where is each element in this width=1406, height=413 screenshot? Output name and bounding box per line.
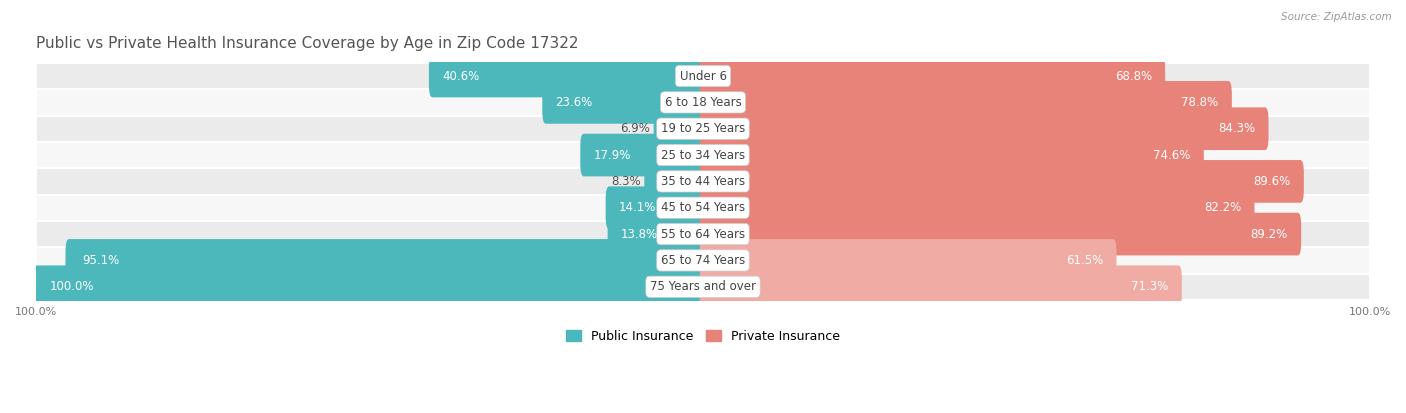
FancyBboxPatch shape — [700, 213, 1301, 255]
FancyBboxPatch shape — [700, 266, 1182, 308]
Text: 25 to 34 Years: 25 to 34 Years — [661, 149, 745, 161]
FancyBboxPatch shape — [700, 107, 1268, 150]
FancyBboxPatch shape — [543, 81, 706, 124]
Text: 55 to 64 Years: 55 to 64 Years — [661, 228, 745, 241]
Text: 40.6%: 40.6% — [443, 69, 479, 83]
Legend: Public Insurance, Private Insurance: Public Insurance, Private Insurance — [561, 325, 845, 348]
Text: 6.9%: 6.9% — [620, 122, 651, 135]
FancyBboxPatch shape — [606, 186, 706, 229]
FancyBboxPatch shape — [37, 116, 1369, 142]
Text: 82.2%: 82.2% — [1204, 201, 1241, 214]
FancyBboxPatch shape — [700, 160, 1303, 203]
Text: 17.9%: 17.9% — [593, 149, 631, 161]
FancyBboxPatch shape — [37, 168, 1369, 195]
Text: 65 to 74 Years: 65 to 74 Years — [661, 254, 745, 267]
FancyBboxPatch shape — [37, 142, 1369, 168]
FancyBboxPatch shape — [607, 213, 706, 255]
FancyBboxPatch shape — [37, 89, 1369, 116]
Text: 19 to 25 Years: 19 to 25 Years — [661, 122, 745, 135]
Text: 100.0%: 100.0% — [49, 280, 94, 293]
Text: 8.3%: 8.3% — [612, 175, 641, 188]
Text: 13.8%: 13.8% — [621, 228, 658, 241]
Text: 78.8%: 78.8% — [1181, 96, 1219, 109]
FancyBboxPatch shape — [700, 81, 1232, 124]
FancyBboxPatch shape — [37, 273, 1369, 300]
FancyBboxPatch shape — [700, 239, 1116, 282]
Text: 95.1%: 95.1% — [82, 254, 120, 267]
FancyBboxPatch shape — [700, 134, 1204, 176]
Text: 6 to 18 Years: 6 to 18 Years — [665, 96, 741, 109]
Text: 61.5%: 61.5% — [1066, 254, 1104, 267]
FancyBboxPatch shape — [37, 195, 1369, 221]
FancyBboxPatch shape — [37, 63, 1369, 89]
FancyBboxPatch shape — [32, 266, 706, 308]
Text: 74.6%: 74.6% — [1153, 149, 1191, 161]
Text: 89.2%: 89.2% — [1250, 228, 1288, 241]
FancyBboxPatch shape — [66, 239, 706, 282]
Text: 71.3%: 71.3% — [1132, 280, 1168, 293]
Text: 14.1%: 14.1% — [619, 201, 657, 214]
FancyBboxPatch shape — [700, 55, 1166, 97]
Text: 23.6%: 23.6% — [555, 96, 593, 109]
Text: 84.3%: 84.3% — [1218, 122, 1256, 135]
FancyBboxPatch shape — [37, 247, 1369, 273]
Text: Public vs Private Health Insurance Coverage by Age in Zip Code 17322: Public vs Private Health Insurance Cover… — [37, 36, 579, 51]
Text: 68.8%: 68.8% — [1115, 69, 1152, 83]
Text: 75 Years and over: 75 Years and over — [650, 280, 756, 293]
Text: Under 6: Under 6 — [679, 69, 727, 83]
FancyBboxPatch shape — [429, 55, 706, 97]
Text: 35 to 44 Years: 35 to 44 Years — [661, 175, 745, 188]
FancyBboxPatch shape — [654, 107, 706, 150]
Text: 45 to 54 Years: 45 to 54 Years — [661, 201, 745, 214]
FancyBboxPatch shape — [700, 186, 1254, 229]
Text: 89.6%: 89.6% — [1253, 175, 1291, 188]
FancyBboxPatch shape — [581, 134, 706, 176]
Text: Source: ZipAtlas.com: Source: ZipAtlas.com — [1281, 12, 1392, 22]
FancyBboxPatch shape — [37, 221, 1369, 247]
FancyBboxPatch shape — [644, 160, 706, 203]
